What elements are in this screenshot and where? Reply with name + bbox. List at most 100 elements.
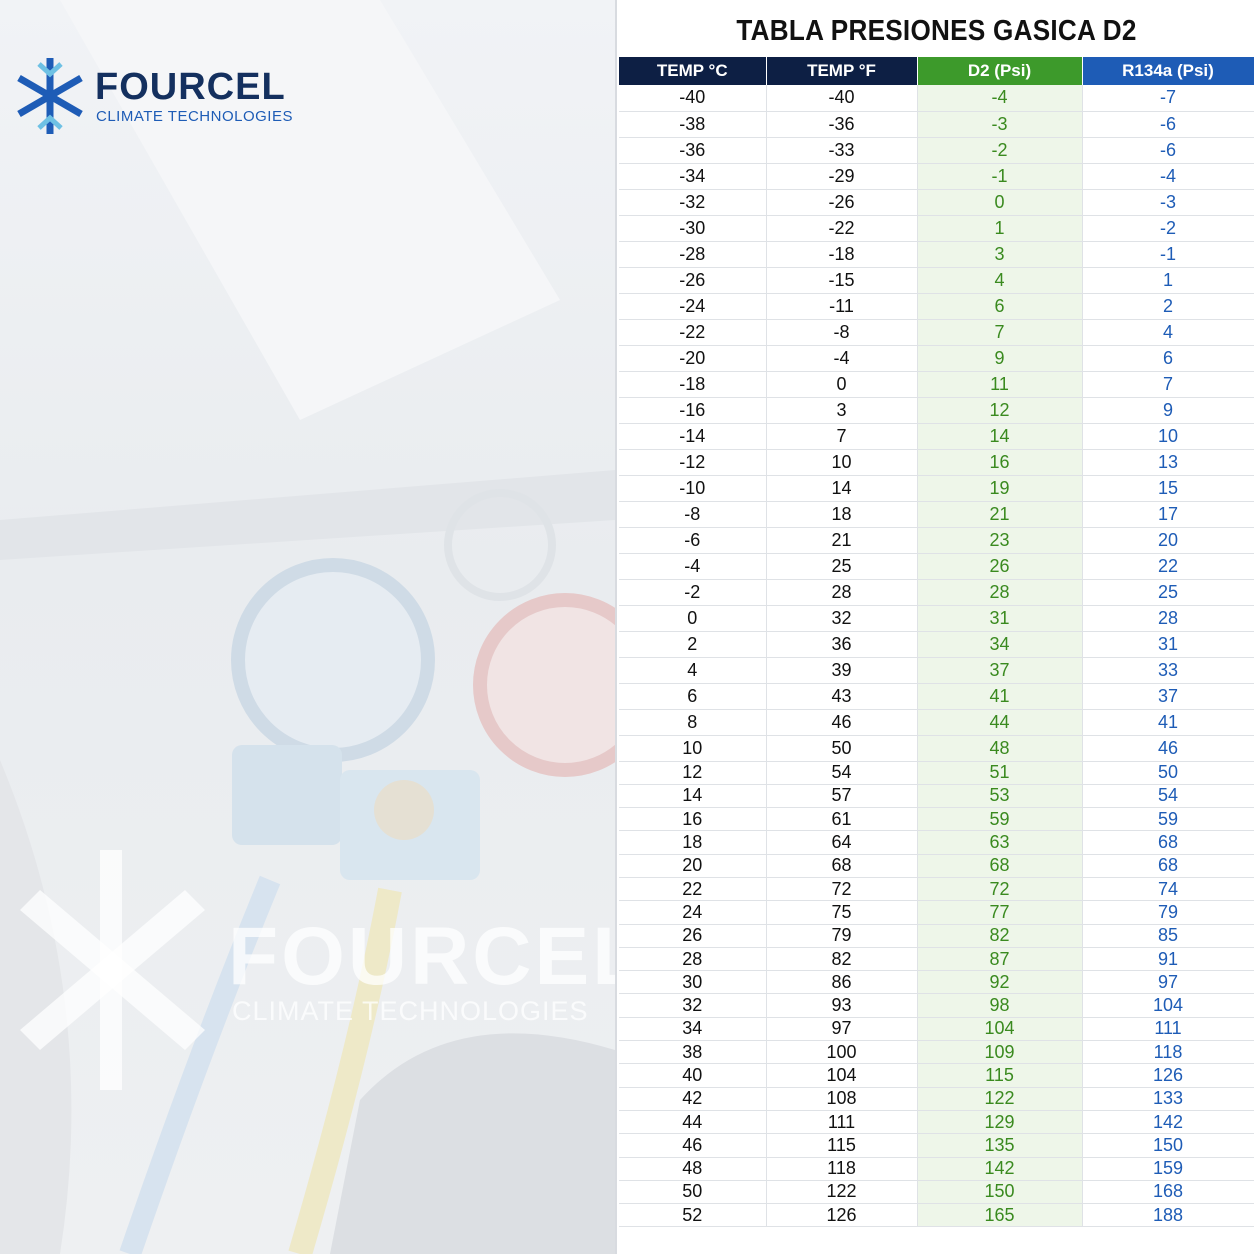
table-row: -28 -18 3 -1 xyxy=(619,241,1254,268)
table-cell: 30 xyxy=(619,970,767,995)
table-cell: 9 xyxy=(917,345,1083,372)
table-cell: 51 xyxy=(917,761,1083,785)
table-row: 26 79 82 85 xyxy=(619,924,1254,948)
table-cell: 86 xyxy=(766,970,918,995)
table-cell: 0 xyxy=(917,189,1083,216)
watermark-name: FOURCEL xyxy=(228,911,615,1002)
table-cell: 44 xyxy=(619,1110,767,1135)
table-cell: 115 xyxy=(766,1133,918,1158)
table-cell: 33 xyxy=(1082,657,1254,684)
table-cell: 11 xyxy=(917,371,1083,398)
table-cell: 109 xyxy=(917,1040,1083,1065)
table-cell: 142 xyxy=(1082,1110,1254,1135)
table-cell: 42 xyxy=(619,1087,767,1111)
table-cell: 46 xyxy=(1082,735,1254,762)
table-cell: 18 xyxy=(766,501,918,528)
table-cell: 52 xyxy=(619,1203,767,1228)
table-row: 22 72 72 74 xyxy=(619,877,1254,902)
table-cell: 41 xyxy=(1082,709,1254,736)
table-cell: 3 xyxy=(917,241,1083,268)
table-cell: 3 xyxy=(766,397,918,424)
table-cell: 13 xyxy=(1082,449,1254,476)
table-cell: 126 xyxy=(1082,1063,1254,1088)
table-cell: 98 xyxy=(917,993,1083,1018)
table-cell: 12 xyxy=(917,397,1083,424)
table-cell: 82 xyxy=(917,924,1083,948)
table-cell: 6 xyxy=(1082,345,1254,372)
table-cell: 57 xyxy=(766,784,918,809)
table-cell: -6 xyxy=(619,527,767,554)
table-cell: 59 xyxy=(1082,807,1254,832)
table-row: 4 39 37 33 xyxy=(619,657,1254,684)
table-cell: 74 xyxy=(1082,877,1254,902)
table-row: -26 -15 4 1 xyxy=(619,267,1254,294)
background-art xyxy=(0,0,615,1254)
table-row: 44 111 129 142 xyxy=(619,1110,1254,1135)
table-row: -6 21 23 20 xyxy=(619,527,1254,554)
table-cell: -18 xyxy=(619,371,767,398)
table-cell: -6 xyxy=(1082,137,1254,164)
table-row: -10 14 19 15 xyxy=(619,475,1254,502)
table-row: -22 -8 7 4 xyxy=(619,319,1254,346)
table-row: 6 43 41 37 xyxy=(619,683,1254,710)
table-cell: 32 xyxy=(619,993,767,1018)
table-cell: 115 xyxy=(917,1063,1083,1088)
table-cell: 50 xyxy=(1082,761,1254,785)
table-cell: 12 xyxy=(619,761,767,785)
table-row: -16 3 12 9 xyxy=(619,397,1254,424)
pressure-table: TEMP °C TEMP °F D2 (Psi) R134a (Psi) -40 -40… xyxy=(619,57,1254,1228)
table-row: 0 32 31 28 xyxy=(619,605,1254,632)
table-cell: -36 xyxy=(619,137,767,164)
background-panel: FOURCEL CLIMATE TECHNOLOGIES FOURCEL CLI… xyxy=(0,0,615,1254)
table-cell: -20 xyxy=(619,345,767,372)
table-cell: 0 xyxy=(766,371,918,398)
table-row: 38 100 109 118 xyxy=(619,1040,1254,1065)
table-row: -36 -33 -2 -6 xyxy=(619,137,1254,164)
table-row: -30 -22 1 -2 xyxy=(619,215,1254,242)
table-cell: 68 xyxy=(917,854,1083,878)
table-cell: 104 xyxy=(917,1017,1083,1042)
table-cell: 104 xyxy=(766,1063,918,1088)
table-cell: 34 xyxy=(917,631,1083,658)
table-cell: -22 xyxy=(619,319,767,346)
table-cell: 18 xyxy=(619,830,767,855)
column-header: TEMP °F xyxy=(766,57,918,85)
table-cell: 21 xyxy=(766,527,918,554)
table-cell: 26 xyxy=(619,924,767,948)
header-row: TEMP °C TEMP °F D2 (Psi) R134a (Psi) xyxy=(619,57,1254,85)
table-cell: 19 xyxy=(917,475,1083,502)
table-cell: 38 xyxy=(619,1040,767,1065)
table-cell: 4 xyxy=(619,657,767,684)
table-cell: 82 xyxy=(766,947,918,972)
table-cell: -22 xyxy=(766,215,918,242)
table-cell: 4 xyxy=(917,267,1083,294)
table-cell: 31 xyxy=(917,605,1083,632)
table-cell: 22 xyxy=(619,877,767,902)
table-cell: 61 xyxy=(766,807,918,832)
table-cell: -3 xyxy=(917,111,1083,138)
table-cell: 159 xyxy=(1082,1157,1254,1181)
table-cell: 104 xyxy=(1082,993,1254,1018)
table-cell: 10 xyxy=(766,449,918,476)
table-cell: 23 xyxy=(917,527,1083,554)
table-cell: 28 xyxy=(917,579,1083,606)
table-row: -34 -29 -1 -4 xyxy=(619,163,1254,190)
table-cell: 20 xyxy=(1082,527,1254,554)
table-body: -40 -40 -4 -7 -38 -36 -3 -6 -36 -33 -2 -6 -34 -29 -1 -4… xyxy=(619,85,1254,1228)
table-row: 24 75 77 79 xyxy=(619,900,1254,925)
table-cell: 1 xyxy=(1082,267,1254,294)
table-cell: -24 xyxy=(619,293,767,320)
table-cell: 16 xyxy=(619,807,767,832)
table-cell: 64 xyxy=(766,830,918,855)
table-cell: 21 xyxy=(917,501,1083,528)
table-row: -12 10 16 13 xyxy=(619,449,1254,476)
table-row: 46 115 135 150 xyxy=(619,1133,1254,1158)
table-cell: 44 xyxy=(917,709,1083,736)
table-cell: 6 xyxy=(917,293,1083,320)
table-row: -40 -40 -4 -7 xyxy=(619,85,1254,112)
table-cell: 97 xyxy=(1082,970,1254,995)
table-cell: 118 xyxy=(766,1157,918,1181)
table-row: 18 64 63 68 xyxy=(619,830,1254,855)
column-header: D2 (Psi) xyxy=(917,57,1083,85)
